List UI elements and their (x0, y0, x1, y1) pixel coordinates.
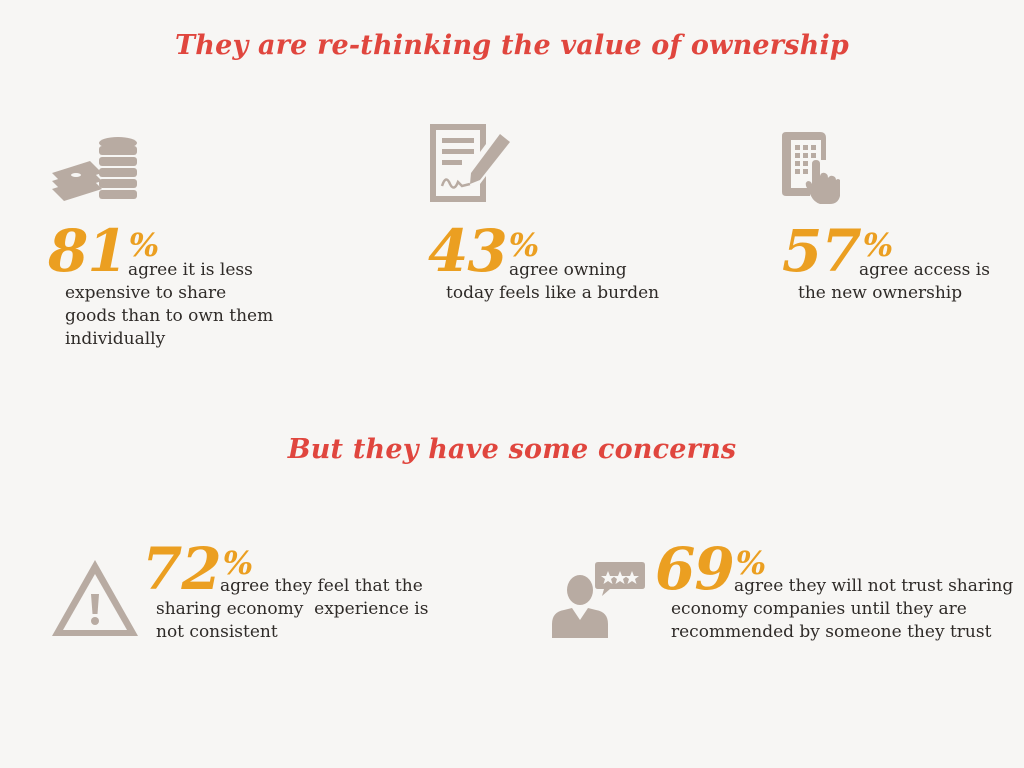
percent-sign: % (508, 226, 539, 264)
stat-number: 72% (142, 535, 253, 603)
person-rating-bubble-icon (552, 562, 645, 638)
coins-and-cash-icon (52, 137, 137, 201)
percent-sign: % (862, 226, 893, 264)
stat-text-line: sharing economy experience is (156, 599, 429, 619)
stat-number: 69% (655, 535, 766, 603)
stat-text-line: goods than to own them (65, 306, 274, 326)
stat-number: 43% (428, 217, 539, 285)
stat-text-line: agree access is (859, 260, 990, 280)
signed-document-icon (430, 124, 510, 202)
percent-sign: % (222, 544, 253, 582)
section-title-concerns: But they have some concerns (287, 434, 737, 465)
stat-text-line: today feels like a burden (446, 283, 660, 303)
smartphone-touch-icon (782, 132, 840, 204)
page-title: They are re-thinking the value of owners… (175, 30, 849, 61)
stat-text-line: agree owning (509, 260, 627, 280)
percent-sign: % (128, 226, 159, 264)
stat-text-line: expensive to share (65, 283, 227, 303)
stat-text-line: the new ownership (798, 283, 963, 303)
stat-text-line: individually (65, 329, 166, 349)
stat-number: 57% (782, 217, 893, 285)
stat-text-line: agree it is less (128, 260, 253, 280)
stat-text-line: agree they feel that the (220, 576, 423, 596)
stat-text-line: agree they will not trust sharing (734, 576, 1014, 596)
percent-sign: % (735, 544, 766, 582)
stat-number: 81% (48, 217, 159, 285)
warning-triangle-icon (52, 560, 138, 636)
stat-text-line: recommended by someone they trust (671, 622, 992, 642)
stat-text-line: not consistent (156, 622, 278, 642)
stat-text-line: economy companies until they are (671, 599, 967, 619)
